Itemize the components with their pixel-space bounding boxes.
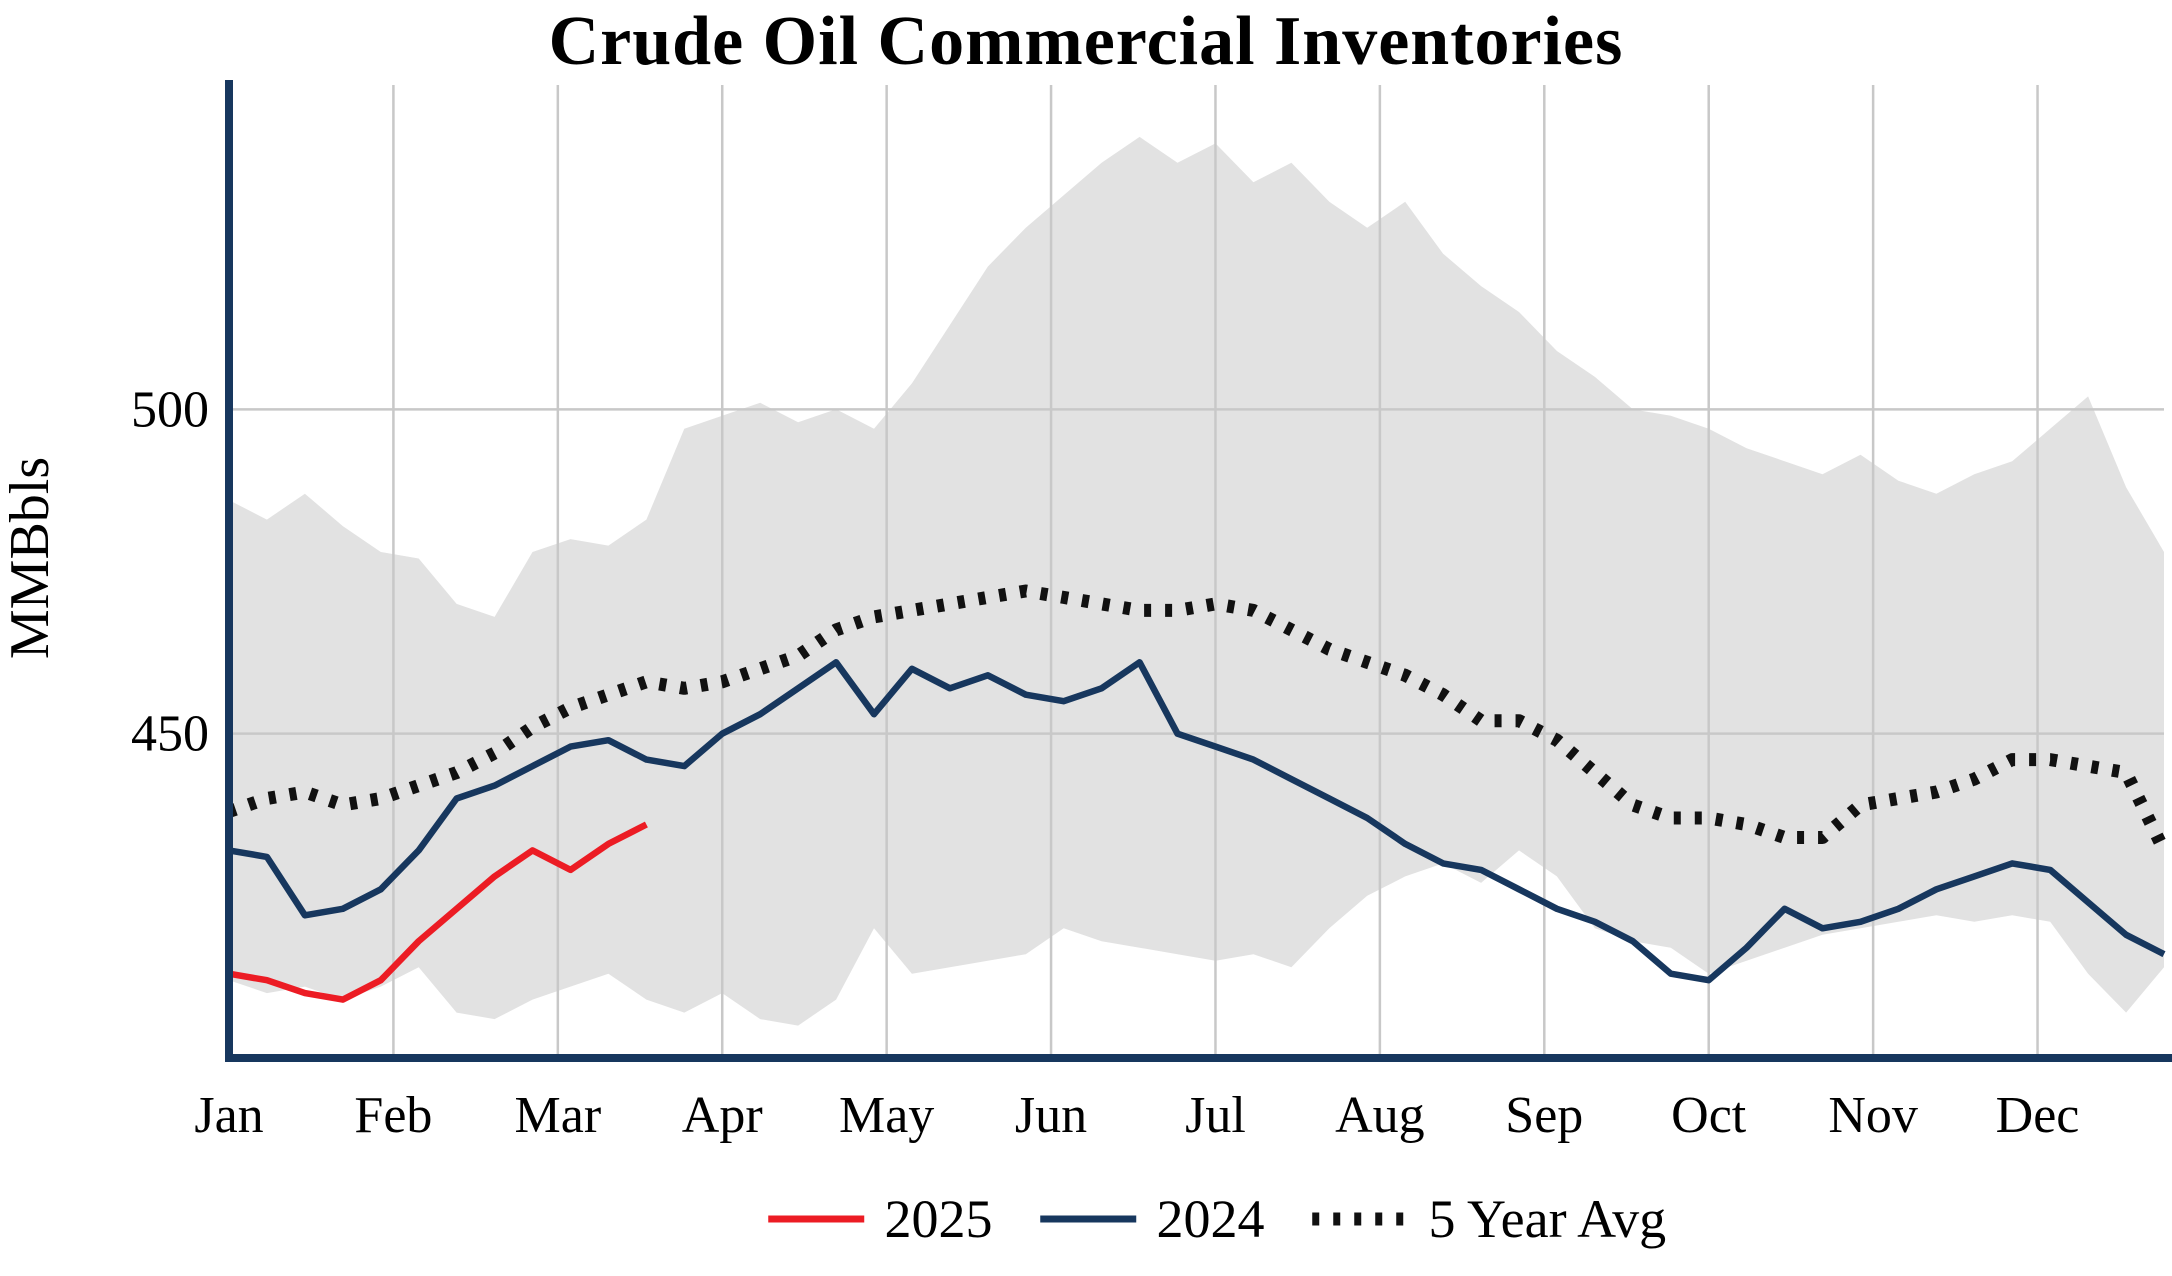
x-tick-label: Oct: [1671, 1087, 1747, 1144]
y-tick-label: 500: [131, 381, 209, 438]
series-2025-line: [228, 821, 648, 1003]
y-tick-label: 450: [131, 706, 209, 763]
legend-dotted-line-sample: [1312, 1212, 1409, 1226]
x-tick-label: Dec: [1996, 1087, 2080, 1144]
chart-title: Crude Oil Commercial Inventories: [548, 3, 1624, 80]
legend-label: 5 Year Avg: [1428, 1189, 1667, 1249]
x-tick-label: Aug: [1335, 1087, 1425, 1144]
x-tick-label: May: [839, 1087, 934, 1144]
legend-solid-line-sample: [1040, 1215, 1137, 1223]
legend-item-2025: 2025: [767, 1188, 993, 1250]
x-tick-label: Apr: [682, 1087, 763, 1144]
x-tick-label: Feb: [354, 1087, 432, 1144]
series-2024-line: [228, 659, 2166, 984]
legend-solid-line-sample: [768, 1215, 865, 1223]
legend-item-2024: 2024: [1039, 1188, 1265, 1250]
x-tick-label: Sep: [1505, 1087, 1583, 1144]
legend-item-5-year-avg: 5 Year Avg: [1311, 1188, 1667, 1250]
y-axis-label: MMBbls: [0, 457, 61, 659]
legend-label: 2024: [1156, 1189, 1265, 1249]
x-tick-label: Jul: [1185, 1087, 1246, 1144]
legend-label: 2025: [884, 1189, 993, 1249]
x-tick-label: Mar: [515, 1087, 602, 1144]
x-tick-label: Nov: [1828, 1087, 1918, 1144]
x-tick-label: Jun: [1015, 1087, 1087, 1144]
five-year-range-band: [229, 136, 2164, 1026]
x-tick-label: Jan: [194, 1087, 263, 1144]
legend: 2025 2024 5 Year Avg: [767, 1188, 1667, 1250]
